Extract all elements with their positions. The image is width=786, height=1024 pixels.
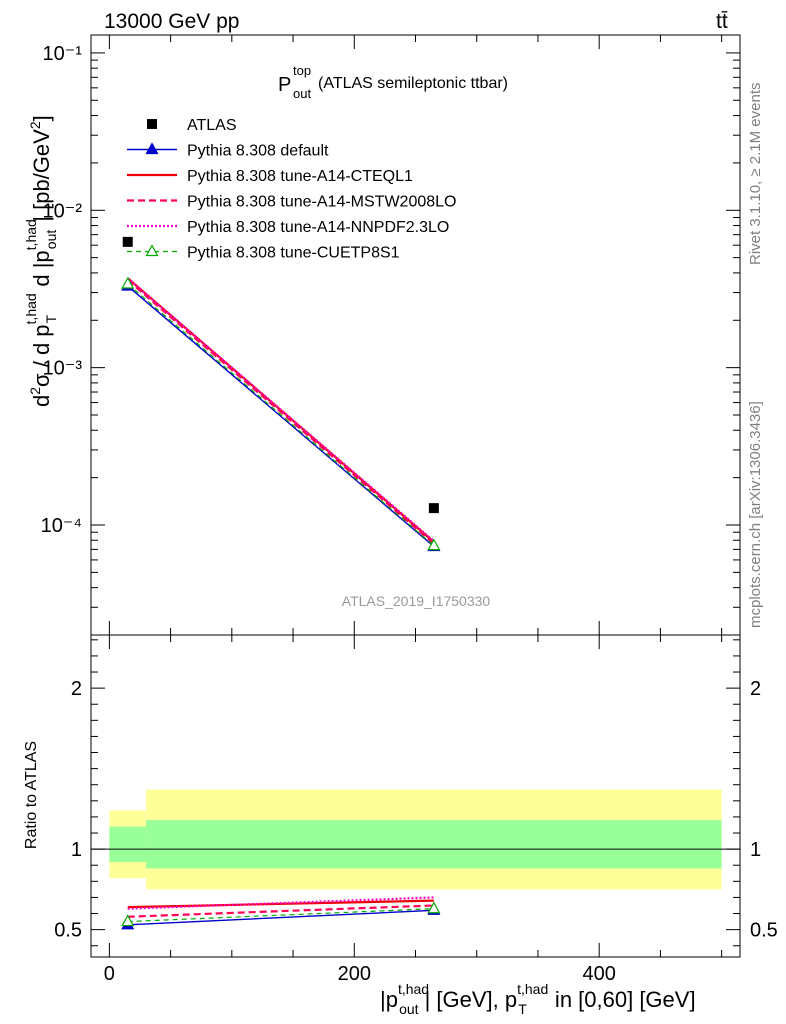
ratio-point-cuetp bbox=[427, 901, 441, 914]
legend-entry: Pythia 8.308 tune-A14-NNPDF2.3LO bbox=[127, 219, 449, 236]
analysis-watermark: ATLAS_2019_I1750330 bbox=[342, 593, 491, 609]
ratio-y-axis-title: Ratio to ATLAS bbox=[23, 741, 40, 849]
legend-label: Pythia 8.308 tune-CUETP8S1 bbox=[187, 245, 400, 262]
atlas-data-point bbox=[428, 503, 439, 514]
band-inner bbox=[146, 820, 722, 869]
legend-label: Pythia 8.308 default bbox=[187, 143, 329, 160]
ratio-y-tick-label-right: 2 bbox=[750, 678, 761, 700]
main-series bbox=[121, 236, 441, 552]
legend-marker-atlas bbox=[147, 119, 157, 129]
ratio-x-tick-label: 0 bbox=[104, 963, 115, 985]
series-line-mstw bbox=[127, 279, 435, 545]
series-point-cuetp bbox=[121, 276, 135, 289]
xlabel-composite: |pt,had out | [GeV], pt,had T in [0,60] [Ge… bbox=[380, 981, 696, 1017]
title-sub: out bbox=[293, 86, 311, 101]
series-line-default bbox=[127, 285, 435, 548]
main-y-tick-label: 10⁻⁴ bbox=[41, 515, 82, 537]
title-rest: (ATLAS semileptonic ttbar) bbox=[318, 75, 508, 92]
legend-entry: Pythia 8.308 tune-CUETP8S1 bbox=[127, 244, 400, 262]
ratio-y-tick-label-left: 1 bbox=[71, 839, 82, 861]
plot-title: P top out (ATLAS semileptonic ttbar) bbox=[278, 63, 508, 101]
legend-entry: Pythia 8.308 default bbox=[127, 142, 329, 160]
ratio-point-cuetp bbox=[121, 914, 135, 927]
legend-marker-cuetp bbox=[145, 244, 159, 257]
main-y-tick-label: 10⁻¹ bbox=[43, 43, 83, 65]
legend-label: ATLAS bbox=[187, 117, 237, 134]
ratio-y-tick-label-left: 2 bbox=[71, 678, 82, 700]
legend-entry: ATLAS bbox=[147, 117, 237, 134]
legend: ATLAS Pythia 8.308 default Pythia 8.308 tu… bbox=[127, 117, 456, 262]
legend-marker-default bbox=[145, 142, 159, 155]
energy-label: 13000 GeV pp bbox=[104, 10, 239, 33]
main-panel: 10⁻¹ 10⁻² 10⁻³ 10⁻⁴ bbox=[41, 34, 741, 636]
ratio-y-tick-label-right: 0.5 bbox=[750, 920, 778, 942]
ratio-line-cuetp bbox=[127, 908, 434, 923]
legend-label: Pythia 8.308 tune-A14-MSTW2008LO bbox=[187, 194, 456, 211]
ratio-series bbox=[121, 896, 441, 930]
rivet-label: Rivet 3.1.10, ≥ 2.1M events bbox=[747, 83, 764, 266]
ratio-x-tick-label: 400 bbox=[582, 963, 615, 985]
ratio-y-tick-label-left: 0.5 bbox=[54, 920, 82, 942]
title-main: P bbox=[278, 74, 291, 96]
series-line-cuetp bbox=[127, 283, 435, 547]
ratio-uncertainty-bands bbox=[109, 789, 722, 890]
legend-label: Pythia 8.308 tune-A14-NNPDF2.3LO bbox=[187, 219, 449, 236]
main-y-tick-label: 10⁻³ bbox=[43, 358, 83, 380]
legend-entry: Pythia 8.308 tune-A14-MSTW2008LO bbox=[127, 194, 456, 211]
ratio-x-tick-label: 200 bbox=[338, 963, 371, 985]
legend-entry: Pythia 8.308 tune-A14-CTEQL1 bbox=[127, 168, 413, 185]
ratio-axis-ticks: 0 200 400 0.5 0.5 1 1 2 2 bbox=[54, 635, 778, 985]
series-point-cuetp bbox=[427, 538, 441, 551]
ylabel-part-d2sigma: d2σ / d pt,had T d |pt,had out| [pb/GeV2] bbox=[23, 115, 59, 407]
ratio-line-mstw bbox=[127, 904, 434, 918]
x-axis-title: |pt,had out | [GeV], pt,had T in [0,60] [Ge… bbox=[380, 981, 696, 1017]
process-label: tt̄ bbox=[716, 10, 728, 33]
ratio-y-tick-label-right: 1 bbox=[750, 839, 761, 861]
ratio-line-nnpdf bbox=[127, 896, 434, 910]
main-y-tick-label: 10⁻² bbox=[43, 200, 83, 222]
band-inner bbox=[109, 826, 147, 863]
main-axis-ticks: 10⁻¹ 10⁻² 10⁻³ 10⁻⁴ bbox=[41, 35, 740, 636]
main-y-axis-title: d2σ / d pt,had T d |pt,had out| [pb/GeV2] bbox=[23, 115, 59, 407]
mcplots-label: mcplots.cern.ch [arXiv:1306.3436] bbox=[747, 401, 764, 628]
ratio-line-default bbox=[127, 909, 434, 926]
atlas-data-point bbox=[122, 236, 133, 247]
title-sup: top bbox=[293, 63, 311, 78]
legend-label: Pythia 8.308 tune-A14-CTEQL1 bbox=[187, 168, 413, 185]
ratio-panel: 0 200 400 0.5 0.5 1 1 2 2 bbox=[54, 634, 778, 985]
series-line-nnpdf bbox=[127, 277, 435, 542]
